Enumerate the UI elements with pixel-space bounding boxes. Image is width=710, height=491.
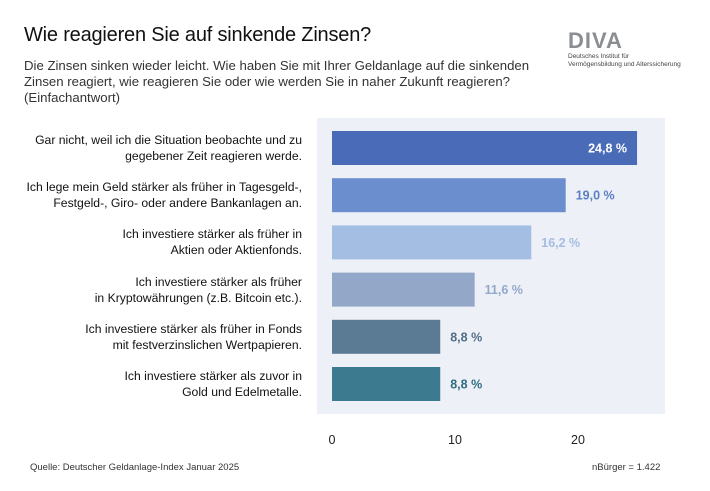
data-label: 16,2 %: [541, 236, 580, 250]
logo-line: Vermögensbildung und Alterssicherung: [568, 60, 681, 68]
bar: [332, 225, 532, 260]
logo-wordmark: DIVA: [568, 30, 683, 52]
data-label: 8,8 %: [450, 330, 482, 344]
category-label-line: in Kryptowährungen (z.B. Bitcoin etc.).: [94, 290, 302, 305]
data-label: 11,6 %: [485, 283, 523, 297]
bar: [332, 178, 566, 213]
category-label-line: mit festverzinslichen Wertpapieren.: [112, 337, 302, 352]
category-label-line: Aktien oder Aktienfonds.: [170, 243, 302, 258]
category-label: Ich investiere stärker als zuvor in Gold …: [2, 368, 302, 400]
data-label: 24,8 %: [588, 142, 627, 156]
plot-background: [317, 118, 665, 414]
diva-logo: DIVA Deutsches Institut für Vermögensbil…: [568, 30, 683, 68]
subtitle-line: Zinsen reagiert, wie reagieren Sie oder …: [24, 74, 511, 89]
chart-subtitle: Die Zinsen sinken wieder leicht. Wie hab…: [24, 58, 554, 106]
category-label: Ich investiere stärker als früher in Fon…: [2, 321, 302, 353]
category-label-line: Ich investiere stärker als früher in: [122, 227, 303, 242]
category-label-line: Ich investiere stärker als früher: [135, 274, 302, 289]
bar: [332, 319, 441, 354]
category-label-line: Gar nicht, weil ich die Situation beobac…: [35, 133, 302, 147]
category-label-line: gegebener Zeit reagieren werde.: [125, 149, 302, 163]
category-label-line: Ich investiere stärker als zuvor in: [124, 369, 302, 383]
source-note: Quelle: Deutscher Geldanlage-Index Janua…: [30, 462, 240, 473]
chart-title: Wie reagieren Sie auf sinkende Zinsen?: [24, 24, 372, 46]
category-label-line: Ich investiere stärker als früher in Fon…: [85, 321, 302, 336]
subtitle-line: (Einfachantwort): [24, 90, 121, 105]
x-tick-label: 10: [448, 433, 462, 447]
category-label: Ich lege mein Geld stärker als früher in…: [2, 179, 303, 211]
logo-line: Deutsches Institut für: [568, 53, 630, 60]
x-tick-label: 0: [329, 433, 336, 447]
category-label-line: Festgeld-, Giro- oder andere Bankanlagen…: [53, 196, 302, 211]
subtitle-line: Die Zinsen sinken wieder leicht. Wie hab…: [24, 58, 530, 73]
data-label: 8,8 %: [450, 378, 482, 392]
sample-size: nBürger = 1.422: [592, 462, 661, 473]
bar: [332, 367, 441, 401]
category-label-line: Gold und Edelmetalle.: [182, 385, 302, 399]
logo-word: DIVA: [568, 28, 623, 53]
bar: [332, 131, 638, 165]
category-label: Ich investiere stärker als früher in Akti…: [2, 226, 303, 258]
x-tick-label: 20: [571, 433, 585, 447]
logo-subtitle: Deutsches Institut für Vermögensbildung …: [568, 53, 683, 68]
category-label-line: Ich lege mein Geld stärker als früher in…: [26, 180, 303, 195]
bar: [332, 272, 475, 307]
data-label: 19,0 %: [576, 189, 615, 203]
category-label: Ich investiere stärker als früher in Kryp…: [2, 274, 302, 306]
category-label: Gar nicht, weil ich die Situation beobac…: [2, 132, 302, 164]
